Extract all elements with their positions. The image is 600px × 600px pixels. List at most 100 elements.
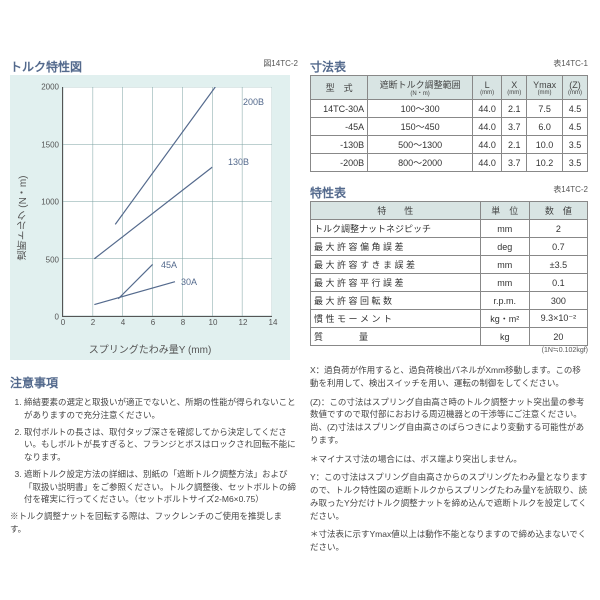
dimension-table: 型 式遮断トルク調整範囲(N・m)L(mm)X(mm)Ymax(mm)(Z)(m…	[310, 75, 588, 172]
char-title: 特性表	[310, 186, 346, 200]
table-header: 単 位	[480, 202, 529, 220]
note-item: 遮断トルク設定方法の詳細は、別紙の「遮断トルク調整方法」および「取扱い説明書」を…	[24, 468, 298, 506]
table-header: (Z)(mm)	[562, 76, 587, 100]
table-cell: 2.1	[502, 136, 527, 154]
table-row: -45A150～45044.03.76.04.5	[311, 118, 588, 136]
notes-title: 注意事項	[10, 374, 298, 392]
table-cell: 質 量	[311, 328, 481, 346]
table-cell: 最 大 許 容 回 転 数	[311, 292, 481, 310]
table-cell: 7.5	[527, 100, 563, 118]
table-cell: 20	[529, 328, 587, 346]
right-note-item: ＊寸法表に示すYmax値以上は動作不能となりますので締め込まないでください。	[310, 528, 588, 554]
y-tick: 500	[46, 255, 63, 264]
x-tick: 4	[121, 316, 125, 327]
dim-title: 寸法表	[310, 60, 346, 74]
x-tick: 8	[181, 316, 185, 327]
table-cell: 800～2000	[368, 154, 473, 172]
table-cell: mm	[480, 256, 529, 274]
table-cell: -200B	[311, 154, 368, 172]
unit-note: (1N≒0.102kgf)	[310, 346, 588, 354]
table-cell: 0.7	[529, 238, 587, 256]
table-cell: 500～1300	[368, 136, 473, 154]
table-row: -200B800～200044.03.710.23.5	[311, 154, 588, 172]
dim-header: 寸法表 表14TC-1	[310, 58, 588, 75]
y-tick: 2000	[41, 83, 63, 92]
table-header: 遮断トルク調整範囲(N・m)	[368, 76, 473, 100]
table-row: 最 大 許 容 平 行 誤 差mm0.1	[311, 274, 588, 292]
table-cell: 0.1	[529, 274, 587, 292]
table-header: 特 性	[311, 202, 481, 220]
table-cell: -130B	[311, 136, 368, 154]
table-cell: 4.5	[562, 118, 587, 136]
right-note-item: X：過負荷が作用すると、過負荷検出パネルがXmm移動します。この移動を利用して、…	[310, 364, 588, 390]
table-cell: 9.3×10⁻²	[529, 310, 587, 328]
notes-list: 締結要素の選定と取扱いが適正でないと、所期の性能が得られないことがありますので充…	[10, 396, 298, 506]
table-row: 14TC-30A100～30044.02.17.54.5	[311, 100, 588, 118]
table-cell: 最 大 許 容 平 行 誤 差	[311, 274, 481, 292]
table-cell: 最 大 許 容 す き ま 誤 差	[311, 256, 481, 274]
table-row: -130B500～130044.02.110.03.5	[311, 136, 588, 154]
chart-ylabel: 遮断トルク (N・m)	[16, 175, 31, 260]
table-cell: 150～450	[368, 118, 473, 136]
table-header: Ymax(mm)	[527, 76, 563, 100]
table-cell: 3.5	[562, 136, 587, 154]
x-tick: 0	[61, 316, 65, 327]
table-cell: kg・m²	[480, 310, 529, 328]
x-tick: 12	[239, 316, 248, 327]
table-cell: 3.5	[562, 154, 587, 172]
table-cell: 44.0	[473, 118, 502, 136]
table-cell: 2	[529, 220, 587, 238]
series-label: 200B	[243, 97, 264, 107]
table-cell: 100～300	[368, 100, 473, 118]
table-cell: 3.7	[502, 154, 527, 172]
table-row: 慣 性 モ ー メ ン トkg・m²9.3×10⁻²	[311, 310, 588, 328]
notes-sub: ※トルク調整ナットを回転する際は、フックレンチのご使用を推奨します。	[10, 510, 298, 536]
table-cell: 最 大 許 容 偏 角 誤 差	[311, 238, 481, 256]
table-header: 数 値	[529, 202, 587, 220]
chart-plot: 200B130B45A30A 0500100015002000 02468101…	[62, 87, 272, 317]
right-note-item: ＊マイナス寸法の場合には、ボス端より突出しません。	[310, 453, 588, 466]
chart-area: 遮断トルク (N・m) 200B130B45A30A 0500100015002…	[10, 75, 290, 360]
table-header: L(mm)	[473, 76, 502, 100]
table-header: 型 式	[311, 76, 368, 100]
table-row: 最 大 許 容 偏 角 誤 差deg0.7	[311, 238, 588, 256]
series-label: 45A	[161, 260, 177, 270]
char-header: 特性表 表14TC-2	[310, 184, 588, 201]
table-cell: 2.1	[502, 100, 527, 118]
table-cell: 44.0	[473, 136, 502, 154]
y-tick: 1000	[41, 198, 63, 207]
table-cell: 44.0	[473, 154, 502, 172]
x-tick: 10	[209, 316, 218, 327]
characteristics-table: 特 性単 位数 値トルク調整ナットネジピッチmm2最 大 許 容 偏 角 誤 差…	[310, 201, 588, 346]
x-tick: 6	[151, 316, 155, 327]
table-cell: mm	[480, 220, 529, 238]
x-tick: 2	[91, 316, 95, 327]
note-item: 取付ボルトの長さは、取付タップ深さを確認してから決定してください。もしボルトが長…	[24, 426, 298, 464]
note-item: 締結要素の選定と取扱いが適正でないと、所期の性能が得られないことがありますので充…	[24, 396, 298, 422]
table-cell: 10.0	[527, 136, 563, 154]
table-cell: deg	[480, 238, 529, 256]
right-column: 寸法表 表14TC-1 型 式遮断トルク調整範囲(N・m)L(mm)X(mm)Y…	[310, 58, 588, 560]
chart-fig-label: 図14TC-2	[263, 58, 298, 69]
right-note-item: Y：この寸法はスプリング自由高さからのスプリングたわみ量となりますので、トルク特…	[310, 471, 588, 522]
left-column: トルク特性図 図14TC-2 遮断トルク (N・m) 200B130B45A30…	[10, 58, 298, 536]
table-cell: kg	[480, 328, 529, 346]
table-cell: -45A	[311, 118, 368, 136]
notes-section: 注意事項 締結要素の選定と取扱いが適正でないと、所期の性能が得られないことがあり…	[10, 374, 298, 536]
table-cell: mm	[480, 274, 529, 292]
series-label: 30A	[181, 277, 197, 287]
table-cell: 44.0	[473, 100, 502, 118]
right-notes: X：過負荷が作用すると、過負荷検出パネルがXmm移動します。この移動を利用して、…	[310, 364, 588, 554]
table-cell: 3.7	[502, 118, 527, 136]
table-cell: 4.5	[562, 100, 587, 118]
x-tick: 14	[269, 316, 278, 327]
chart-title: トルク特性図	[10, 60, 82, 74]
table-row: 最 大 許 容 回 転 数r.p.m.300	[311, 292, 588, 310]
chart-xlabel: スプリングたわみ量Y (mm)	[89, 341, 212, 356]
table-cell: 慣 性 モ ー メ ン ト	[311, 310, 481, 328]
table-cell: 10.2	[527, 154, 563, 172]
table-cell: トルク調整ナットネジピッチ	[311, 220, 481, 238]
table-cell: r.p.m.	[480, 292, 529, 310]
chart-header: トルク特性図 図14TC-2	[10, 58, 298, 75]
char-table-label: 表14TC-2	[553, 184, 588, 195]
